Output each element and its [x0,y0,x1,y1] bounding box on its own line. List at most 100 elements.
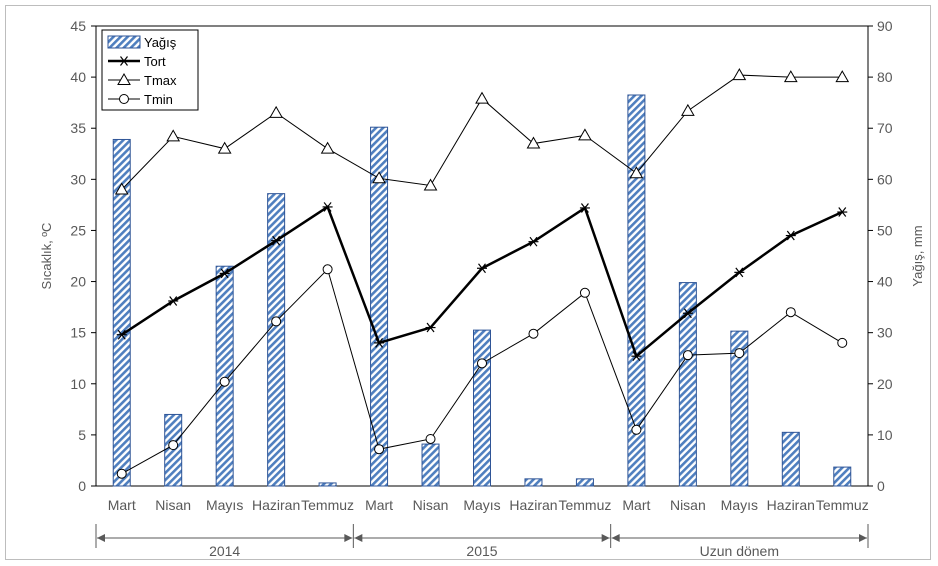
left-tick-label: 20 [70,274,86,290]
point-tmax [269,105,283,118]
x-tick-label: Temmuz [816,497,869,513]
group-arrowhead-left [97,534,105,542]
bar-yagis [781,431,800,487]
right-tick-label: 40 [877,274,893,290]
left-tick-label: 0 [78,478,86,494]
point-tort [271,235,282,246]
point-tort [168,296,179,306]
point-tmin [477,358,487,369]
group-arrowhead-right [601,534,610,542]
x-tick-label: Temmuz [558,497,611,513]
x-axis: Mart Nisan Mayıs Haziran Temmuz Mart Nisan Mayı… [108,497,869,513]
point-tort [579,203,590,213]
point-tmin [116,468,127,479]
group-label: Uzun dönem [700,543,779,559]
bar-yagis [678,282,697,487]
point-tmax [372,171,386,184]
x-tick-label: Nisan [670,497,706,513]
point-tmax [114,182,129,195]
bar-yagis [318,482,337,487]
point-tmin [219,376,230,387]
x-tick-label: Nisan [413,497,449,513]
legend-marker-tort [119,56,129,66]
point-tmin [837,337,848,348]
point-tort [734,267,745,278]
point-tmax [835,70,850,83]
bar-yagis [164,413,183,487]
legend-swatch-yagis [107,35,141,49]
left-tick-label: 45 [70,18,86,34]
right-tick-label: 20 [877,376,893,392]
point-tmax [578,128,592,141]
point-tort [785,230,796,241]
legend-label: Tmax [144,73,177,88]
x-tick-label: Temmuz [301,497,354,513]
point-tort [116,329,127,340]
left-y-axis: 0 5 10 15 20 25 30 35 40 45 [70,18,96,494]
point-tort [425,322,436,333]
bar-yagis [473,329,491,487]
point-tort [477,263,487,274]
right-tick-label: 0 [877,478,885,494]
x-tick-label: Haziran [509,497,557,513]
legend-marker-tmin [119,94,129,104]
group-label: 2015 [466,543,497,559]
point-tmin [528,328,539,339]
x-tick-label: Mayıs [463,497,500,513]
group-arrowhead-left [611,534,620,542]
left-tick-label: 35 [70,120,86,136]
right-tick-label: 30 [877,325,893,341]
point-tmax [783,70,798,83]
point-tmin [734,348,745,359]
right-tick-label: 80 [877,69,893,85]
point-tort [219,268,230,279]
point-tort [322,202,333,212]
legend-label: Tmin [144,92,173,107]
group-arrowhead-right [344,534,353,542]
point-tmax [732,68,747,81]
bar-yagis [524,478,543,487]
bar-yagis [730,330,749,487]
right-tick-label: 60 [877,171,893,187]
point-tmax [475,91,489,104]
x-tick-label: Haziran [767,497,815,513]
right-tick-label: 70 [877,120,893,136]
x-tick-label: Nisan [155,497,191,513]
right-tick-label: 50 [877,222,893,238]
point-tmin [322,264,333,275]
bar-yagis [627,94,646,487]
bar-yagis [112,138,131,487]
point-tmin [168,440,179,451]
point-tmin [682,350,693,361]
point-tmax [681,103,695,116]
point-tmax [629,166,644,179]
legend: Yağış Tort Tmax Tmin [101,29,199,111]
bar-yagis [575,478,594,487]
point-tmax [423,178,438,191]
bar-yagis [833,466,852,487]
left-tick-label: 25 [70,222,86,238]
bar-yagis [370,126,389,487]
legend-box [101,29,199,111]
x-tick-label: Mart [365,497,393,513]
point-tort [837,207,848,217]
x-tick-label: Mayıs [721,497,758,513]
x-tick-label: Mart [108,497,136,513]
bar-yagis [267,193,286,487]
group-label: 2014 [209,543,240,559]
group-arrowhead-right [859,534,867,542]
x-tick-label: Mayıs [206,497,243,513]
right-tick-label: 10 [877,427,893,443]
chart-frame [5,5,931,560]
legend-marker-tmax [117,72,131,85]
left-tick-label: 30 [70,171,86,187]
year-groups: 2014 2015 Uzun dönem [95,524,869,559]
left-tick-label: 10 [70,376,86,392]
point-tmax [217,141,232,154]
point-tmax [320,141,335,154]
point-tmin [785,307,796,318]
point-tmin [579,287,590,298]
group-arrowhead-left [354,534,363,542]
bar-yagis [215,265,234,487]
point-tmax [526,136,541,149]
